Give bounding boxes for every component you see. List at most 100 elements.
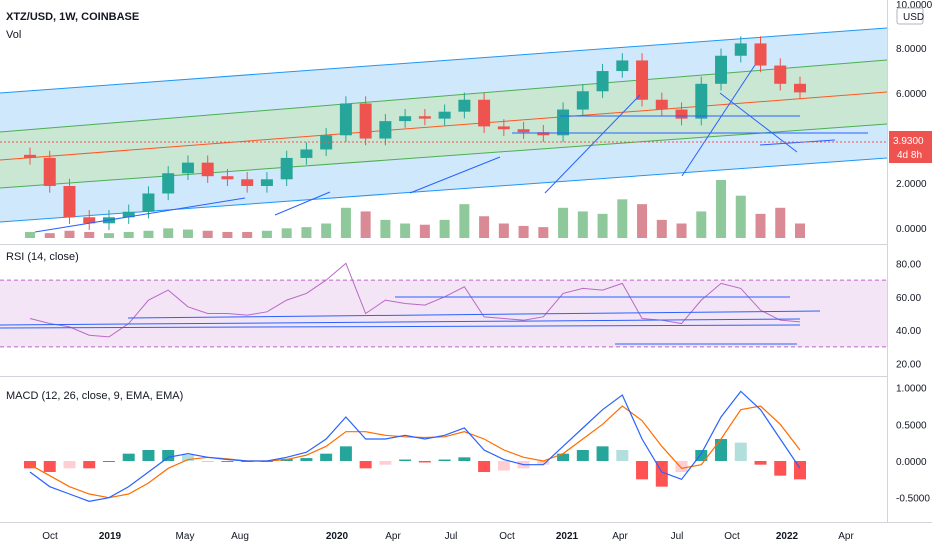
volume-bar — [597, 213, 608, 238]
volume-bar — [518, 225, 529, 238]
candle-body — [517, 129, 530, 133]
volume-bar — [202, 230, 213, 238]
macd-histogram-bar — [399, 459, 412, 461]
candle-body — [794, 83, 806, 93]
volume-bar — [321, 223, 332, 238]
channel-center-line — [0, 91, 888, 161]
rsi-tick-label: 80.00 — [896, 259, 921, 270]
candle-body — [497, 126, 510, 130]
macd-histogram-bar — [616, 450, 629, 461]
trendlines — [0, 64, 887, 233]
rsi-line — [29, 262, 801, 338]
macd-histogram-bar — [497, 461, 510, 471]
macd-pane: 1.0000 0.5000 0.0000 -0.5000 — [24, 384, 930, 505]
macd-histogram-bar — [537, 461, 550, 465]
top-scale-value: 10.0000 — [896, 0, 932, 11]
macd-histogram-bar — [478, 461, 491, 472]
candle-body — [715, 55, 728, 84]
macd-histogram-bar — [83, 461, 96, 469]
candles — [24, 36, 806, 230]
candle-body — [43, 157, 56, 186]
candle-body — [655, 99, 668, 110]
macd-histogram-bar — [695, 450, 708, 461]
volume-bar — [103, 233, 114, 238]
candle-body — [379, 121, 392, 139]
trendline — [544, 94, 641, 194]
macd-histogram-bar — [379, 461, 392, 465]
candle-body — [300, 149, 313, 158]
volume-bar — [360, 211, 371, 238]
macd-histogram-bar — [557, 453, 570, 461]
rsi-tick-label: 60.00 — [896, 293, 921, 304]
volume-bar — [261, 230, 272, 238]
price-tick-label: 2.0000 — [896, 179, 927, 190]
candle-body — [418, 116, 431, 119]
vol-label: Vol — [6, 29, 21, 41]
candle-body — [734, 43, 747, 56]
volume-bar — [795, 223, 805, 238]
volume-bar — [696, 211, 707, 238]
volume-bar — [419, 224, 430, 238]
volume-bar — [538, 227, 549, 238]
candle-body — [774, 65, 787, 84]
candle-body — [754, 43, 767, 66]
rsi-trendline — [0, 318, 801, 326]
candle-body — [458, 99, 471, 112]
macd-histogram-bar — [359, 461, 372, 469]
time-axis-label: Apr — [612, 531, 628, 542]
macd-histogram-bar — [102, 461, 115, 462]
time-axis-label: 2022 — [776, 531, 799, 542]
candle-body — [359, 103, 372, 139]
macd-histogram-bar — [715, 439, 728, 461]
macd-title: MACD (12, 26, close, 9, EMA, EMA) — [6, 390, 183, 402]
symbol-title: XTZ/USD, 1W, COINBASE — [6, 11, 139, 23]
price-tick-label: 0.0000 — [896, 224, 927, 235]
macd-histogram-bar — [300, 458, 313, 461]
candle-body — [260, 179, 273, 186]
volume-bar — [439, 219, 450, 238]
candle-body — [280, 157, 293, 180]
macd-histogram-bar — [122, 453, 135, 461]
macd-histogram-bar — [636, 461, 649, 480]
macd-histogram-bar — [418, 461, 431, 463]
last-price-badge: 3.9300 4d 8h — [889, 131, 932, 163]
currency-button[interactable] — [896, 7, 924, 25]
channel-lower-mid-line — [0, 123, 888, 189]
rsi-pane: 80.00 60.00 40.00 20.00 — [0, 259, 921, 371]
volume-bar — [716, 180, 727, 238]
volume-bar — [64, 230, 75, 238]
channel-upper-mid-line — [0, 59, 888, 133]
rsi-tick-label: 20.00 — [896, 360, 921, 371]
macd-histogram-bar — [63, 461, 76, 469]
rsi-band — [0, 280, 887, 347]
candle-body — [181, 162, 194, 174]
candle-body — [675, 109, 688, 119]
candle-body — [478, 99, 491, 127]
macd-histogram-bar — [754, 461, 767, 465]
time-axis-label: Jul — [445, 531, 458, 542]
volume-bar — [84, 231, 95, 238]
macd-histogram-bar — [339, 446, 352, 461]
time-axis-label: 2019 — [99, 531, 122, 542]
volume-bar — [676, 223, 687, 238]
channel-fill-inner — [0, 60, 887, 188]
candle-body — [24, 154, 36, 158]
volume-bar — [558, 207, 569, 238]
volume-bar — [498, 223, 509, 238]
macd-histogram-bar — [734, 442, 747, 461]
volume-bar — [222, 231, 233, 238]
macd-histogram-bar — [181, 455, 194, 461]
volume-bar — [656, 219, 667, 238]
macd-histogram-bar — [774, 461, 787, 476]
time-axis-label: Jul — [671, 531, 684, 542]
candle-body — [636, 60, 649, 100]
volume-bar — [301, 227, 312, 238]
macd-histogram-bar — [142, 450, 155, 461]
volume-bar — [25, 231, 35, 238]
macd-histogram-bar — [43, 461, 56, 472]
price-tick-label: 8.0000 — [896, 44, 927, 55]
candle-body — [557, 109, 570, 136]
macd-histogram-bar — [438, 459, 451, 461]
